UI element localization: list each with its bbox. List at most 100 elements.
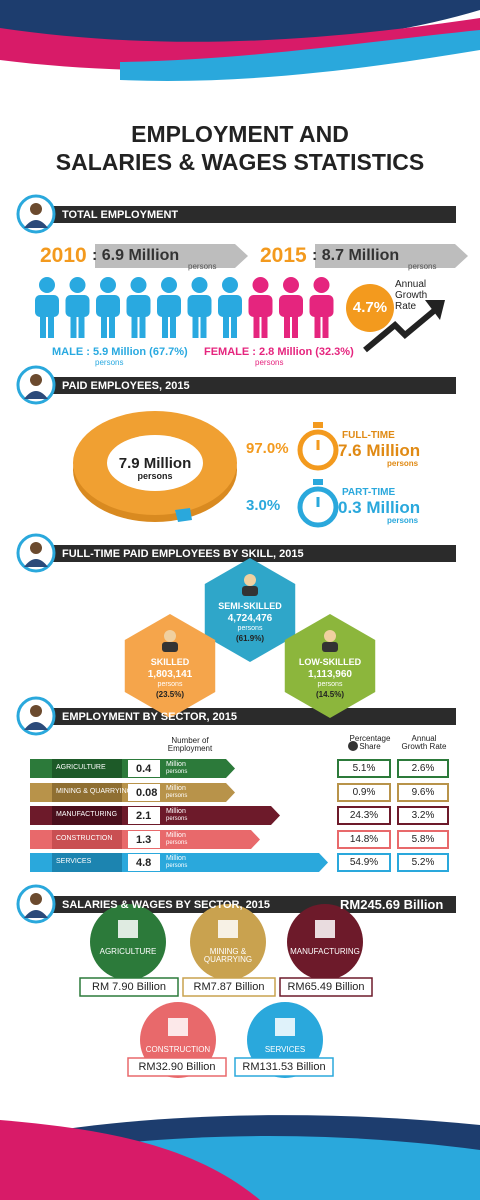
- unit: persons: [408, 262, 437, 271]
- person-icon: [191, 277, 208, 293]
- person-icon: [100, 277, 116, 293]
- salary-sector: MANUFACTURING: [290, 947, 360, 956]
- person-icon: [231, 312, 237, 338]
- sector-value-box: [128, 854, 160, 871]
- unit: persons: [317, 681, 343, 688]
- bottom-swoosh: [0, 1120, 260, 1200]
- person-icon: [101, 312, 107, 338]
- person-icon: [223, 312, 229, 338]
- column-label: Annual Growth Rate: [401, 734, 447, 751]
- unit: Million: [166, 855, 186, 862]
- sector-employment: 2.1: [136, 810, 152, 822]
- share: 97.0%: [246, 440, 289, 457]
- stopwatch: [297, 486, 339, 528]
- unit: persons: [166, 816, 188, 822]
- sector-growth: 5.8%: [411, 834, 435, 845]
- sector-name: MANUFACTURING: [56, 811, 118, 818]
- person-icon: [292, 312, 298, 338]
- sector-icon-box: [30, 806, 52, 825]
- growth-arrow: [363, 307, 437, 353]
- person-icon: [314, 312, 321, 338]
- skill-icon: [244, 574, 256, 586]
- salary-value: RM65.49 Billion: [287, 981, 365, 993]
- year-value: : 8.7 Million: [312, 247, 400, 264]
- sector-icon-box: [30, 853, 52, 872]
- sector-label-box: [52, 830, 122, 849]
- year: 2015: [260, 244, 307, 267]
- pie-icon: [348, 741, 358, 751]
- unit: persons: [166, 793, 188, 799]
- person-icon: [69, 277, 86, 293]
- title: SALARIES & WAGES STATISTICS: [55, 149, 425, 175]
- salary-value: RM32.90 Billion: [138, 1061, 216, 1073]
- salaries-total: RM245.69 Billion: [340, 897, 444, 912]
- unit: Million: [166, 832, 186, 839]
- salary-box: [182, 977, 276, 997]
- skill-value: 4,724,476: [227, 613, 273, 624]
- growth-arrow: [425, 300, 445, 320]
- sector-share: 0.9%: [352, 787, 376, 798]
- sector-employment: 1.3: [136, 834, 152, 846]
- skill-icon: [322, 642, 338, 652]
- salary-value: RM 7.90 Billion: [92, 981, 166, 993]
- skill-icon: [324, 630, 336, 642]
- skill-label: SEMI-SKILLED: [218, 601, 282, 611]
- person-icon: [131, 312, 138, 338]
- growth-value: 4.7%: [352, 299, 388, 316]
- section-icon: [30, 705, 42, 717]
- sector-label-box: [52, 783, 122, 802]
- sector-share: 14.8%: [349, 834, 379, 845]
- salary-box: [234, 1057, 334, 1077]
- unit: persons: [166, 840, 188, 846]
- year-arrow: [95, 244, 248, 268]
- sector-label-box: [52, 853, 122, 872]
- salary-value: RM131.53 Billion: [242, 1061, 326, 1073]
- person-icon: [313, 277, 330, 293]
- female-label: FEMALE : 2.8 Million (32.3%): [204, 346, 354, 358]
- type-value: 0.3 Million: [338, 498, 421, 517]
- person-icon: [65, 295, 90, 317]
- year-arrow: [315, 244, 468, 268]
- sector-name: SERVICES: [56, 858, 92, 865]
- sector-value-box: [128, 760, 160, 777]
- section-icon: [30, 542, 42, 554]
- skill-share: (23.5%): [155, 690, 184, 699]
- share: 3.0%: [246, 497, 281, 514]
- person-icon: [161, 277, 177, 293]
- sector-employment: 0.4: [136, 763, 152, 775]
- section-bar: [40, 708, 456, 725]
- section-heading: SALARIES & WAGES BY SECTOR, 2015: [62, 899, 271, 911]
- salary-icon: [315, 920, 335, 938]
- stopwatch: [297, 429, 339, 471]
- section-heading: FULL-TIME PAID EMPLOYEES BY SKILL, 2015: [62, 548, 304, 560]
- type-label: PART-TIME: [342, 487, 396, 498]
- section-heading: EMPLOYMENT BY SECTOR, 2015: [62, 711, 238, 723]
- sector-share: 54.9%: [349, 857, 379, 868]
- section-icon: [30, 893, 42, 905]
- person-icon: [126, 295, 151, 317]
- skill-hexagon: [124, 614, 216, 718]
- stopwatch: [313, 479, 323, 485]
- salary-sector: AGRICULTURE: [99, 947, 157, 956]
- donut-part-time: [175, 508, 192, 522]
- person-icon: [139, 312, 146, 338]
- sector-growth: 2.6%: [411, 763, 435, 774]
- sector-name: MINING & QUARRYING: [56, 788, 133, 795]
- salary-icon: [218, 920, 238, 938]
- person-icon: [162, 312, 168, 338]
- unit: persons: [188, 262, 217, 271]
- skill-value: 1,113,960: [308, 669, 352, 680]
- skill-share: (14.5%): [315, 690, 344, 699]
- salary-box: [79, 977, 179, 997]
- section-icon: [24, 391, 48, 399]
- sector-employment: 4.8: [136, 857, 152, 869]
- type-label: FULL-TIME: [342, 430, 395, 441]
- person-icon: [279, 295, 303, 317]
- person-icon: [35, 295, 59, 317]
- person-icon: [48, 312, 54, 338]
- salary-sector: MINING & QUARRYING: [203, 947, 253, 964]
- share-box: [337, 853, 391, 872]
- unit: Million: [166, 808, 186, 815]
- salary-circle: [287, 904, 363, 980]
